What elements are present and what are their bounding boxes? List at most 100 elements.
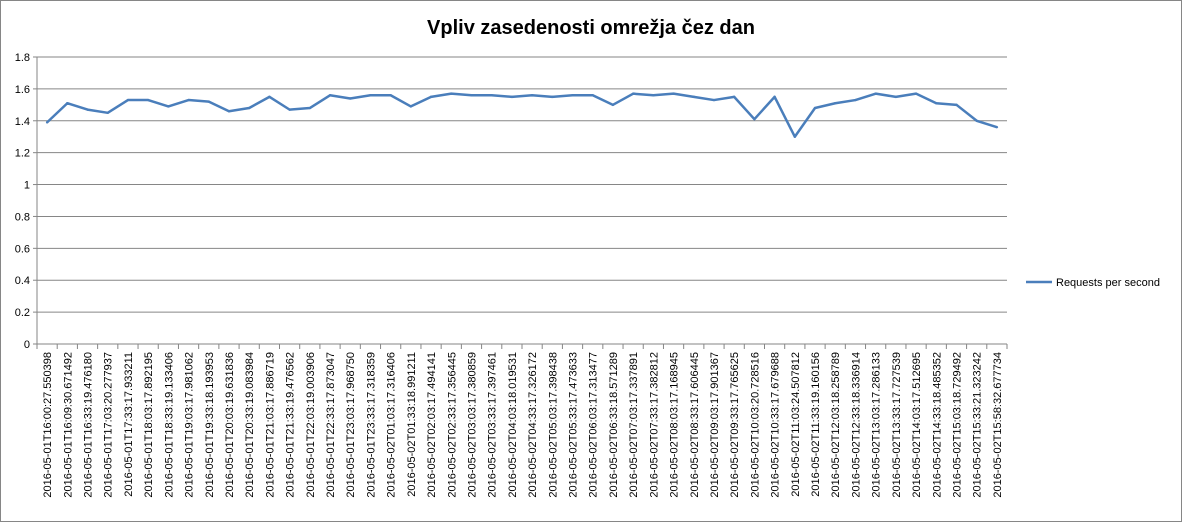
x-tick-label: 2016-05-02T01:03:17.316406 [386, 352, 398, 498]
x-tick-label: 2016-05-01T23:33:17.318359 [365, 352, 377, 498]
x-tick-label: 2016-05-01T22:03:19.003906 [305, 352, 317, 498]
x-tick-label: 2016-05-02T07:03:17.337891 [628, 352, 640, 498]
data-point [308, 106, 312, 110]
x-tick-label: 2016-05-02T09:03:17.901367 [709, 352, 721, 498]
x-tick-label: 2016-05-02T12:03:18.258789 [830, 352, 842, 498]
data-point [86, 108, 89, 111]
x-tick-label: 2016-05-02T10:33:17.679688 [770, 352, 782, 498]
data-point [167, 105, 170, 108]
data-point [106, 111, 109, 115]
data-point [712, 98, 716, 102]
data-point [571, 94, 574, 97]
y-tick-label: 1.6 [15, 84, 30, 96]
x-tick-label: 2016-05-02T15:58:32.677734 [992, 352, 1004, 498]
x-tick-label: 2016-05-02T10:03:20.728516 [749, 352, 761, 498]
data-point [834, 102, 837, 105]
data-point [591, 94, 594, 97]
x-tick-label: 2016-05-01T22:33:17.873047 [325, 352, 337, 498]
y-tick-labels: 0 0.2 0.4 0.6 0.8 1 1.2 1.4 1.6 1.8 [15, 52, 30, 351]
x-tick-label: 2016-05-01T21:03:17.886719 [264, 352, 276, 498]
chart-title: Vpliv zasedenosti omrežja čez dan [427, 17, 755, 39]
data-point [409, 105, 413, 108]
x-tick-label: 2016-05-02T05:33:17.473633 [568, 352, 580, 498]
legend-label: Requests per second [1056, 277, 1160, 289]
data-point [652, 94, 655, 97]
x-tick-label: 2016-05-02T02:03:17.494141 [426, 352, 438, 498]
data-point [975, 119, 978, 122]
x-tick-label: 2016-05-02T02:33:17.356445 [446, 352, 458, 498]
data-point [126, 98, 130, 102]
x-tick-label: 2016-05-01T20:03:19.631836 [224, 352, 236, 498]
data-point [955, 103, 958, 107]
data-point [935, 102, 938, 105]
data-point [207, 100, 210, 103]
data-point [389, 94, 392, 97]
data-point [773, 95, 776, 99]
data-point [672, 92, 675, 95]
x-tick-label: 2016-05-02T01:33:18.991211 [406, 352, 418, 497]
y-tick-label: 1.8 [15, 52, 30, 64]
data-point [874, 92, 877, 95]
data-point [813, 106, 817, 110]
x-tick-label: 2016-05-01T16:33:19.476180 [83, 352, 95, 498]
data-point [753, 117, 756, 121]
x-tick-label: 2016-05-02T08:33:17.606445 [689, 352, 701, 498]
x-tick-label: 2016-05-01T23:03:17.968750 [345, 352, 357, 498]
data-point [692, 95, 695, 99]
x-tick-label: 2016-05-02T11:33:19.160156 [810, 352, 822, 497]
legend: Requests per second [1026, 277, 1160, 289]
data-point [510, 95, 514, 99]
x-tick-label: 2016-05-02T14:33:18.485352 [931, 352, 943, 498]
data-point [227, 110, 231, 113]
x-tick-label: 2016-05-01T20:33:19.083984 [244, 352, 256, 498]
y-tick-label: 0.4 [15, 275, 30, 287]
series-layer [45, 92, 999, 138]
x-tick-label: 2016-05-01T18:33:19.133406 [163, 352, 175, 498]
x-tick-label: 2016-05-01T19:03:17.981062 [184, 352, 196, 498]
y-tick-label: 0.8 [15, 211, 30, 223]
x-tick-label: 2016-05-02T13:33:17.727539 [891, 352, 903, 498]
x-tick-label: 2016-05-02T06:03:17.313477 [588, 352, 600, 498]
x-tick-label: 2016-05-02T04:33:17.326172 [527, 352, 539, 498]
data-point [66, 102, 69, 105]
x-tick-label: 2016-05-02T07:33:17.382812 [648, 352, 660, 498]
data-point [328, 94, 332, 97]
data-point [894, 95, 898, 99]
x-tick-label: 2016-05-02T06:33:18.571289 [608, 352, 620, 498]
data-point [146, 98, 150, 102]
data-point [793, 135, 797, 138]
x-tick-labels: 2016-05-01T16:00:27.550398 2016-05-01T16:… [42, 352, 1004, 498]
axes [33, 56, 1008, 349]
y-tick-label: 0 [24, 339, 30, 351]
data-point [369, 94, 372, 97]
data-point [995, 125, 999, 129]
x-tick-label: 2016-05-02T08:03:17.168945 [669, 352, 681, 498]
x-tick-label: 2016-05-02T15:33:21.323242 [972, 352, 984, 498]
x-tick-label: 2016-05-02T03:33:17.397461 [487, 352, 499, 498]
gridlines [37, 56, 1007, 313]
data-point [854, 98, 857, 102]
x-tick-label: 2016-05-01T18:03:17.892195 [143, 352, 155, 498]
data-point [288, 108, 291, 111]
data-point [429, 95, 433, 99]
data-point [45, 121, 49, 124]
x-tick-label: 2016-05-02T09:33:17.765625 [729, 352, 741, 498]
y-tick-label: 1 [24, 180, 30, 192]
data-point [349, 97, 352, 100]
data-point [551, 95, 554, 99]
data-point [732, 95, 736, 99]
x-tick-label: 2016-05-02T05:03:17.398438 [547, 352, 559, 498]
data-point [268, 95, 271, 99]
x-tick-label: 2016-05-02T15:03:18.729492 [951, 352, 963, 498]
x-tick-label: 2016-05-02T11:03:24.507812 [790, 352, 802, 497]
data-point [470, 94, 473, 97]
x-tick-label: 2016-05-01T19:33:18.193953 [204, 352, 216, 498]
y-tick-label: 0.6 [15, 243, 30, 255]
x-tick-label: 2016-05-01T16:00:27.550398 [42, 352, 54, 498]
data-point [914, 92, 918, 95]
x-tick-label: 2016-05-02T04:03:18.019531 [507, 352, 519, 498]
data-point [187, 98, 190, 102]
data-point [247, 106, 251, 110]
y-tick-label: 0.2 [15, 307, 30, 319]
